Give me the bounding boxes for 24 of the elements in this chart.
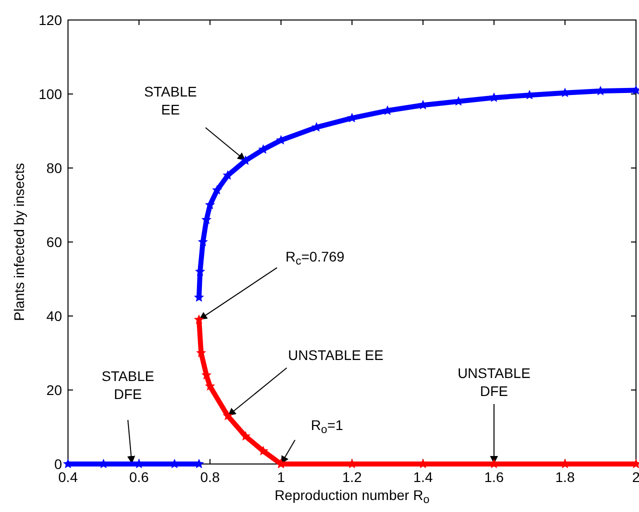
annotation: R$_{o}$=1 (310, 417, 344, 436)
annotation: UNSTABLE EE (288, 346, 384, 363)
x-tick-label: 2 (632, 469, 639, 485)
x-tick-label: 1 (277, 469, 286, 485)
y-tick-label: 120 (38, 12, 62, 28)
x-tick-label: 1.6 (484, 469, 504, 485)
x-tick-label: 1.8 (555, 469, 575, 485)
x-tick-label: 1.4 (413, 469, 433, 485)
y-tick-label: 40 (46, 308, 62, 324)
x-axis-title: Reproduction number R$_{o}$ (274, 487, 430, 506)
x-tick-label: 0.6 (129, 469, 149, 485)
y-tick-label: 100 (38, 86, 62, 102)
y-tick-label: 80 (46, 160, 62, 176)
annotation: STABLE DFE (102, 368, 154, 402)
annotation: UNSTABLE DFE (458, 365, 530, 399)
annotation: STABLE EE (144, 84, 197, 118)
y-tick-label: 20 (46, 382, 62, 398)
x-tick-label: 0.4 (58, 469, 78, 485)
annotation: R$_{c}$=0.769 (286, 248, 345, 268)
x-tick-label: 0.8 (200, 469, 220, 485)
y-tick-label: 60 (46, 234, 62, 250)
x-tick-label: 1.2 (342, 469, 362, 485)
y-axis-title: Plants infected by insects (11, 163, 27, 321)
y-tick-label: 0 (54, 456, 62, 472)
